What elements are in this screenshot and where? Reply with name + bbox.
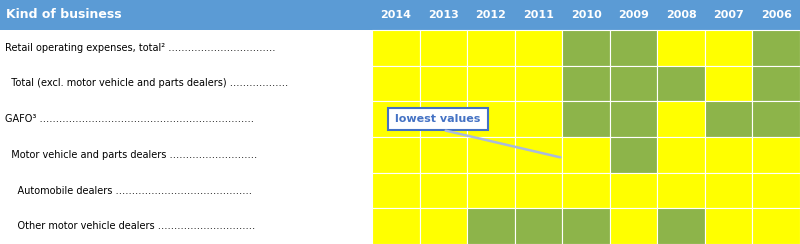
- Bar: [658, 208, 705, 244]
- Text: Total (excl. motor vehicle and parts dealers) ………………: Total (excl. motor vehicle and parts dea…: [5, 79, 288, 89]
- Bar: [705, 66, 753, 101]
- Text: 2008: 2008: [666, 10, 697, 20]
- Bar: [753, 30, 800, 66]
- Bar: [419, 137, 467, 173]
- Bar: [419, 173, 467, 208]
- Bar: [388, 108, 488, 130]
- Bar: [562, 66, 610, 101]
- Bar: [514, 66, 562, 101]
- Bar: [705, 101, 753, 137]
- Bar: [467, 173, 514, 208]
- Text: 2006: 2006: [761, 10, 792, 20]
- Bar: [658, 66, 705, 101]
- Text: 2011: 2011: [523, 10, 554, 20]
- Bar: [753, 66, 800, 101]
- Bar: [467, 137, 514, 173]
- Bar: [372, 173, 419, 208]
- Bar: [467, 66, 514, 101]
- Bar: [372, 30, 419, 66]
- Text: Kind of business: Kind of business: [6, 9, 122, 21]
- Text: Retail operating expenses, total² ……………………………: Retail operating expenses, total² …………………: [5, 43, 275, 53]
- Bar: [467, 30, 514, 66]
- Text: 2012: 2012: [475, 10, 506, 20]
- Bar: [705, 208, 753, 244]
- Bar: [753, 173, 800, 208]
- Bar: [467, 101, 514, 137]
- Bar: [610, 101, 658, 137]
- Bar: [610, 66, 658, 101]
- Text: 2013: 2013: [428, 10, 458, 20]
- Text: 2007: 2007: [714, 10, 744, 20]
- Bar: [610, 30, 658, 66]
- Bar: [514, 173, 562, 208]
- Bar: [562, 30, 610, 66]
- Text: Motor vehicle and parts dealers ………………………: Motor vehicle and parts dealers ………………………: [5, 150, 258, 160]
- Bar: [562, 173, 610, 208]
- Bar: [467, 208, 514, 244]
- Bar: [514, 30, 562, 66]
- Text: 2009: 2009: [618, 10, 649, 20]
- Bar: [610, 173, 658, 208]
- Bar: [753, 137, 800, 173]
- Bar: [514, 208, 562, 244]
- Text: Other motor vehicle dealers …………………………: Other motor vehicle dealers …………………………: [5, 221, 255, 231]
- Bar: [419, 208, 467, 244]
- Bar: [705, 30, 753, 66]
- Bar: [562, 101, 610, 137]
- Bar: [610, 137, 658, 173]
- Bar: [0, 0, 800, 30]
- Bar: [562, 137, 610, 173]
- Bar: [658, 30, 705, 66]
- Bar: [372, 208, 419, 244]
- Text: GAFO³ …………………………………………………………: GAFO³ …………………………………………………………: [5, 114, 254, 124]
- Bar: [372, 101, 419, 137]
- Bar: [658, 173, 705, 208]
- Bar: [610, 208, 658, 244]
- Bar: [372, 137, 419, 173]
- Bar: [514, 137, 562, 173]
- Bar: [419, 30, 467, 66]
- Bar: [419, 66, 467, 101]
- Bar: [705, 173, 753, 208]
- Bar: [705, 137, 753, 173]
- Bar: [562, 208, 610, 244]
- Bar: [372, 66, 419, 101]
- Bar: [658, 137, 705, 173]
- Text: Automobile dealers ……………………………………: Automobile dealers ……………………………………: [5, 185, 252, 195]
- Text: 2010: 2010: [570, 10, 602, 20]
- Text: 2014: 2014: [380, 10, 411, 20]
- Bar: [753, 208, 800, 244]
- Text: lowest values: lowest values: [395, 114, 481, 124]
- Bar: [753, 101, 800, 137]
- Bar: [658, 101, 705, 137]
- Bar: [514, 101, 562, 137]
- Bar: [419, 101, 467, 137]
